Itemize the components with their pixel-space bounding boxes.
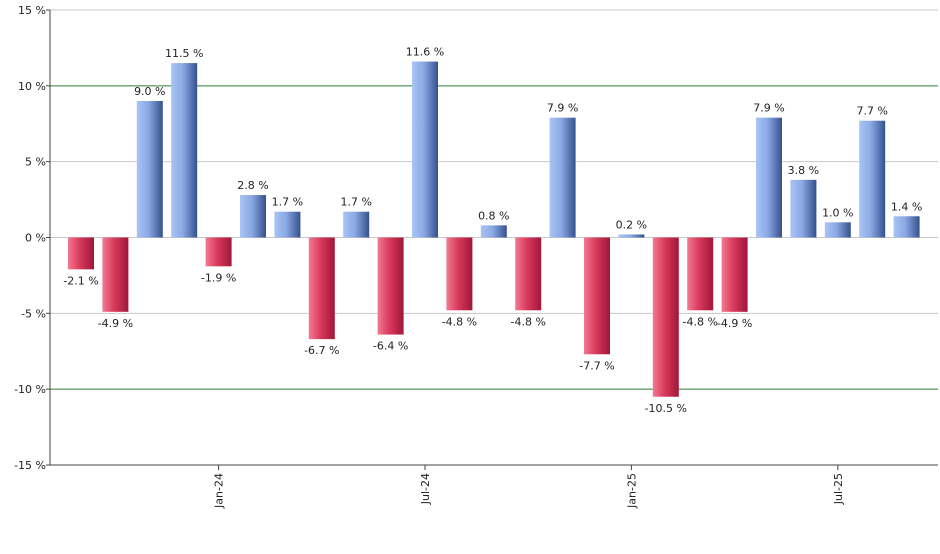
y-tick-label: 10 % xyxy=(18,80,46,93)
data-label: 1.4 % xyxy=(891,200,922,213)
bar xyxy=(343,211,370,238)
x-tick-label: Jan-25 xyxy=(625,473,638,509)
bar xyxy=(584,237,610,355)
bar xyxy=(102,237,129,312)
data-label: 0.8 % xyxy=(478,209,509,222)
data-labels: -2.1 % -4.9 % 9.0 % 11.5 % -1.9 % 2.8 % 1.7 % -… xyxy=(63,46,922,415)
y-axis: -15 % -10 % -5 % 0 % 5 % 10 % 15 % xyxy=(14,4,51,472)
data-label: -2.1 % xyxy=(63,274,98,287)
data-label: 11.6 % xyxy=(406,46,444,59)
data-label: 1.7 % xyxy=(272,196,303,209)
bar xyxy=(618,234,645,238)
x-tick-label: Jul-24 xyxy=(419,473,432,505)
data-label: -7.7 % xyxy=(579,359,614,372)
bar xyxy=(859,120,886,238)
y-tick-label: 15 % xyxy=(18,4,46,17)
bar xyxy=(893,216,920,238)
bar xyxy=(480,225,507,238)
data-label: -6.4 % xyxy=(373,340,408,353)
x-tick-label: Jul-25 xyxy=(832,473,845,505)
x-axis: Jan-24 Jul-24 Jan-25 Jul-25 xyxy=(50,464,938,509)
x-tick-label: Jan-24 xyxy=(213,473,226,509)
bar xyxy=(824,222,851,238)
y-tick-label: 0 % xyxy=(25,232,46,245)
data-label: -4.8 % xyxy=(682,315,717,328)
data-label: -4.8 % xyxy=(510,315,545,328)
bar xyxy=(446,237,473,311)
bar xyxy=(377,237,404,335)
bar xyxy=(412,61,438,238)
data-label: 11.5 % xyxy=(165,47,203,60)
y-tick-label: -10 % xyxy=(14,383,46,396)
bar xyxy=(721,237,748,312)
data-label: -4.8 % xyxy=(442,315,477,328)
bar xyxy=(171,63,198,238)
data-label: -4.9 % xyxy=(717,317,752,330)
bar xyxy=(240,195,266,238)
bar xyxy=(205,237,232,267)
data-label: 0.2 % xyxy=(616,218,647,231)
y-tick-label: -5 % xyxy=(21,307,46,320)
data-label: 7.9 % xyxy=(547,102,578,115)
y-tick-label: 5 % xyxy=(25,156,46,169)
bar xyxy=(136,101,163,238)
data-label: 7.9 % xyxy=(753,102,784,115)
data-label: 9.0 % xyxy=(134,85,165,98)
data-label: -10.5 % xyxy=(645,402,687,415)
bar xyxy=(687,237,714,311)
bar xyxy=(274,211,301,238)
data-label: 7.7 % xyxy=(856,105,887,118)
bar xyxy=(790,179,817,238)
data-label: 1.7 % xyxy=(340,196,371,209)
bars xyxy=(68,61,920,397)
data-label: -6.7 % xyxy=(304,344,339,357)
data-label: 3.8 % xyxy=(788,164,819,177)
data-label: 2.8 % xyxy=(237,179,268,192)
data-label: 1.0 % xyxy=(822,206,853,219)
y-tick-label: -15 % xyxy=(14,459,46,472)
bar xyxy=(515,237,542,311)
bar xyxy=(549,117,576,238)
bar xyxy=(308,237,335,340)
bar xyxy=(68,237,94,270)
bar xyxy=(652,237,679,397)
data-label: -1.9 % xyxy=(201,271,236,284)
data-label: -4.9 % xyxy=(98,317,133,330)
bar xyxy=(756,117,782,238)
